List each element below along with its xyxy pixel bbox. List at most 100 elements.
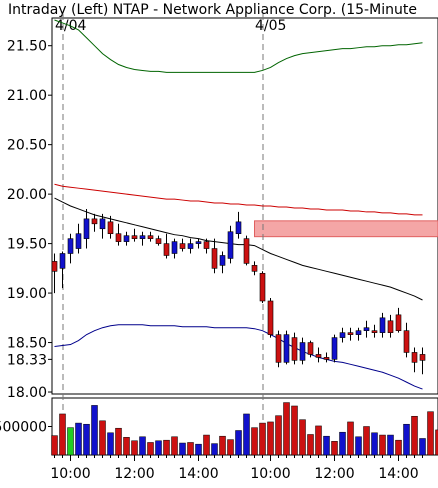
volume-bar xyxy=(404,424,410,455)
candle-body xyxy=(188,244,193,249)
volume-bar xyxy=(292,406,298,455)
candle-body xyxy=(404,331,409,353)
volume-bar xyxy=(212,444,218,455)
indicator-line xyxy=(55,20,423,72)
candle-body xyxy=(108,222,113,234)
price-y-tick-label: 21.00 xyxy=(7,88,47,104)
volume-bar xyxy=(324,436,330,455)
volume-bar xyxy=(332,441,338,455)
candle-body xyxy=(292,338,297,361)
volume-bar xyxy=(244,414,250,455)
candle-body xyxy=(124,236,129,242)
volume-bar xyxy=(268,422,274,455)
volume-bar xyxy=(140,437,146,455)
x-tick-label: 10:00 xyxy=(50,466,90,482)
candle-body xyxy=(420,354,425,360)
volume-bar xyxy=(68,428,74,455)
chart-title: Intraday (Left) NTAP - Network Appliance… xyxy=(8,2,417,18)
candle-body xyxy=(172,242,177,254)
volume-bar xyxy=(180,443,186,455)
candle-body xyxy=(276,335,281,363)
volume-bar xyxy=(428,412,434,455)
volume-bar xyxy=(276,416,282,455)
price-y-tick-label: 18.33 xyxy=(7,352,47,368)
volume-bar xyxy=(228,440,234,455)
volume-bar xyxy=(300,420,306,455)
volume-bar xyxy=(52,436,58,455)
date-label: 4/05 xyxy=(255,18,286,34)
volume-bar xyxy=(316,426,322,455)
candle-body xyxy=(244,239,249,264)
candle-body xyxy=(252,265,257,271)
candle-body xyxy=(132,236,137,239)
volume-bar xyxy=(188,442,194,455)
candle-body xyxy=(156,239,161,244)
candle-body xyxy=(316,354,321,357)
volume-bar xyxy=(124,437,130,455)
volume-bar xyxy=(220,436,226,455)
candle-body xyxy=(60,253,65,268)
volume-bar xyxy=(60,414,66,455)
volume-bar xyxy=(412,416,418,455)
candle-body xyxy=(324,357,329,359)
volume-bar xyxy=(420,438,426,455)
indicator-line xyxy=(55,325,423,389)
volume-bar xyxy=(164,440,170,455)
volume-bar xyxy=(252,428,258,455)
candle-body xyxy=(212,249,217,269)
volume-bar xyxy=(260,423,266,455)
price-y-tick-label: 18.50 xyxy=(7,336,47,352)
volume-bar xyxy=(372,433,378,455)
candle-body xyxy=(228,232,233,259)
candle-body xyxy=(380,318,385,333)
volume-bar xyxy=(132,441,138,455)
candle-body xyxy=(412,352,417,362)
candle-body xyxy=(308,343,313,355)
candle-body xyxy=(148,236,153,239)
candle-body xyxy=(92,219,97,224)
price-y-tick-label: 20.50 xyxy=(7,138,47,154)
candle-body xyxy=(300,343,305,361)
candle-body xyxy=(284,335,289,363)
price-y-tick-label: 19.50 xyxy=(7,237,47,253)
price-panel-frame xyxy=(52,18,438,394)
candle-body xyxy=(84,219,89,239)
candle-body xyxy=(268,301,273,335)
candle-body xyxy=(388,321,393,333)
volume-bar xyxy=(92,405,98,455)
candle-body xyxy=(140,236,145,239)
candle-body xyxy=(396,315,401,331)
volume-bar xyxy=(172,437,178,455)
x-tick-label: 14:00 xyxy=(378,466,418,482)
candle-body xyxy=(116,234,121,242)
volume-bar xyxy=(84,424,90,455)
volume-bar xyxy=(308,434,314,455)
volume-bar xyxy=(348,422,354,455)
volume-bar xyxy=(236,430,242,455)
volume-bar xyxy=(396,440,402,455)
candle-body xyxy=(348,333,353,335)
candle-body xyxy=(372,331,377,333)
x-tick-label: 14:00 xyxy=(178,466,218,482)
candle-body xyxy=(52,261,57,271)
candle-body xyxy=(236,222,241,234)
candle-body xyxy=(68,239,73,254)
candle-body xyxy=(332,338,337,360)
price-y-tick-label: 21.50 xyxy=(7,39,47,55)
volume-bar xyxy=(116,428,122,455)
price-y-tick-label: 19.00 xyxy=(7,286,47,302)
price-y-tick-label: 18.00 xyxy=(7,385,47,401)
candle-body xyxy=(220,255,225,265)
candle-body xyxy=(196,242,201,244)
volume-bar xyxy=(380,435,386,455)
volume-bar xyxy=(284,403,290,455)
volume-bar xyxy=(356,437,362,455)
volume-y-tick-label: 500000 xyxy=(0,420,47,436)
x-tick-label: 10:00 xyxy=(250,466,290,482)
volume-bar xyxy=(148,442,154,455)
candle-body xyxy=(260,273,265,301)
candle-body xyxy=(180,244,185,249)
candle-body xyxy=(100,219,105,229)
